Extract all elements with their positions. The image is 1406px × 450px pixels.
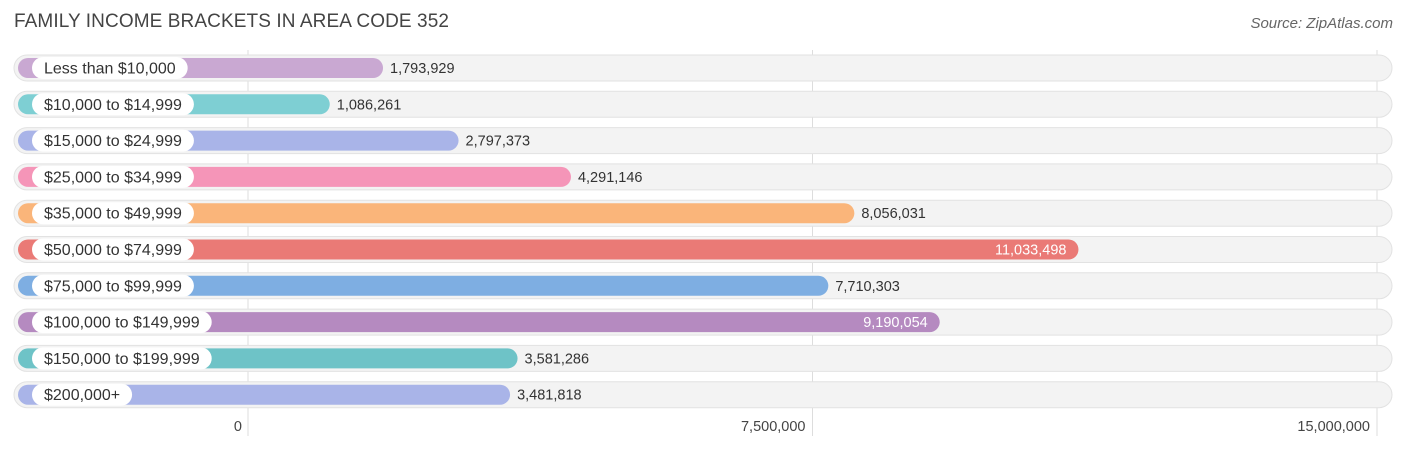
value-label: 11,033,498 [995,243,1067,259]
row-labels: Less than $10,000 $10,000 to $14,999 $15,0… [32,57,212,406]
chart-source: Source: ZipAtlas.com [1250,15,1393,32]
row-label-pill: $10,000 to $14,999 [32,93,194,116]
value-label: 3,581,286 [525,351,590,367]
value-label: 1,793,929 [390,61,455,77]
bar [18,384,511,405]
label-pill-background [32,93,194,116]
label-pill-background [32,347,212,370]
category-label: $150,000 to $199,999 [44,351,200,368]
value-label: 7,710,303 [835,279,900,295]
value-label: 3,481,818 [517,388,582,404]
category-label: $10,000 to $14,999 [44,97,182,114]
label-pill-background [32,274,194,297]
value-labels: 1,793,929 1,086,261 2,797,373 4,291,146 8,05… [337,61,1067,404]
value-label: 1,086,261 [337,97,402,113]
bar [18,312,940,333]
value-label: 2,797,373 [466,134,531,150]
x-tick-label: 7,500,000 [741,419,806,435]
category-label: $50,000 to $74,999 [44,242,182,259]
category-label: $75,000 to $99,999 [44,278,182,295]
row-label-pill: $25,000 to $34,999 [32,165,194,188]
value-label: 8,056,031 [861,206,926,222]
label-pill-background [32,311,212,334]
label-pill-background [32,57,188,79]
category-label: $200,000+ [44,387,120,404]
row-label-pill: $100,000 to $149,999 [32,311,212,334]
value-label: 9,190,054 [863,315,928,331]
row-label-pill: $15,000 to $24,999 [32,129,194,152]
label-pill-background [32,202,194,225]
label-pill-background [32,165,194,188]
chart-title: FAMILY INCOME BRACKETS IN AREA CODE 352 [14,11,450,32]
row-label-pill: $50,000 to $74,999 [32,238,194,261]
value-label: 4,291,146 [578,170,643,186]
row-label-pill: Less than $10,000 [32,57,188,79]
category-label: $15,000 to $24,999 [44,133,182,150]
row-label-pill: $200,000+ [32,383,133,406]
x-tick-label: 15,000,000 [1297,419,1370,435]
axis-ticks: 0 7,500,000 15,000,000 [234,419,1370,435]
bar [18,203,855,224]
bar [18,275,829,296]
bar [18,239,1079,260]
label-pill-background [32,238,194,261]
row-label-pill: $150,000 to $199,999 [32,347,212,370]
label-pill-background [32,129,194,152]
row-track [13,90,1393,118]
category-label: $25,000 to $34,999 [44,169,182,186]
label-pill-background [32,383,133,406]
x-tick-label: 0 [234,419,242,435]
category-label: $35,000 to $49,999 [44,206,182,223]
category-label: $100,000 to $149,999 [44,315,200,332]
row-label-pill: $75,000 to $99,999 [32,274,194,297]
row-label-pill: $35,000 to $49,999 [32,202,194,225]
category-label: Less than $10,000 [44,61,176,78]
